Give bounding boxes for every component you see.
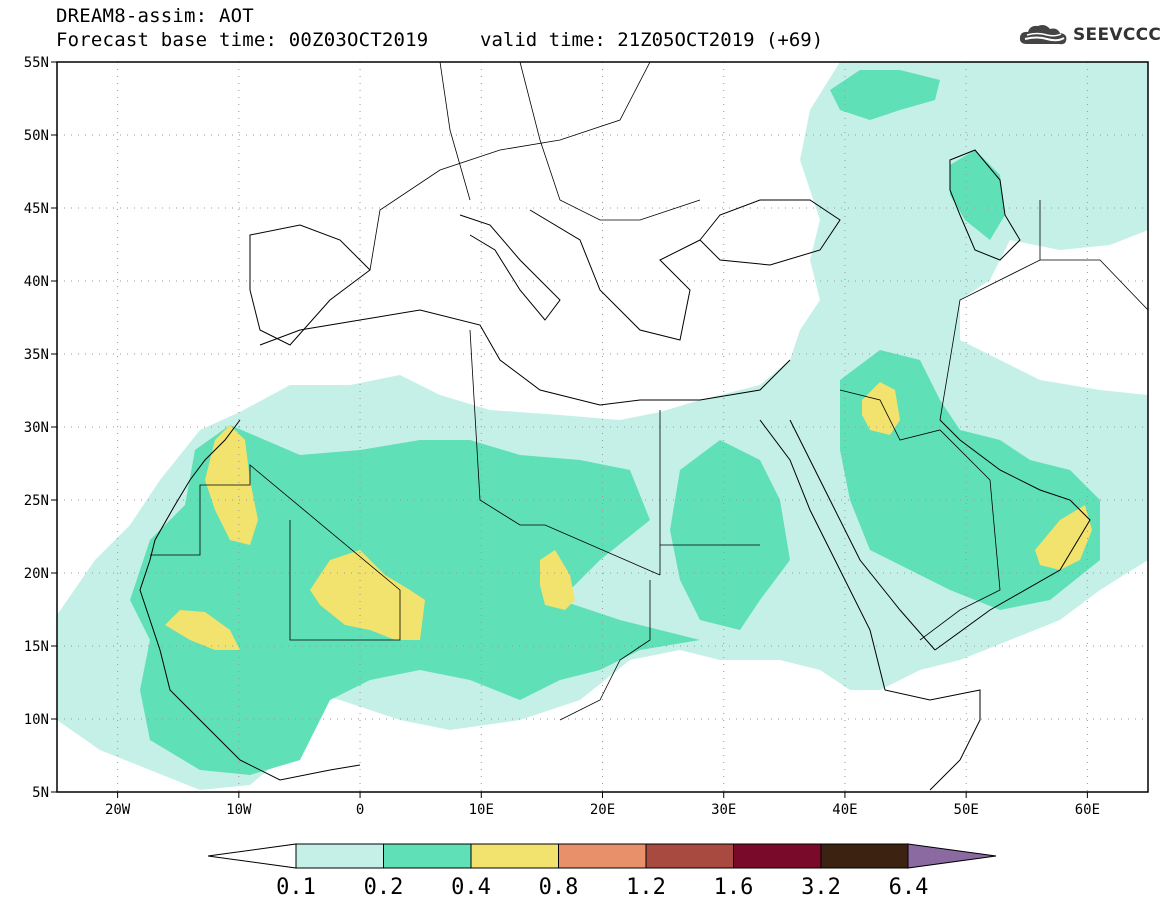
colorbar-label: 1.6 [714,875,754,900]
lat-tick-label: 45N [24,201,49,217]
colorbar-labels: 0.1 0.2 0.4 0.8 1.2 1.6 3.2 6.4 [276,875,928,900]
colorbar: 0.1 0.2 0.4 0.8 1.2 1.6 3.2 6.4 [207,843,997,900]
cloud-icon [1019,25,1067,45]
lat-tick-label: 25N [24,493,49,509]
colorbar-label: 3.2 [801,875,841,900]
aot-contour-0.4-chad [540,550,575,610]
lon-tick-label: 10W [226,802,252,818]
lon-tick-label: 30E [711,802,736,818]
lat-tick-label: 30N [24,420,49,436]
colorbar-box [645,843,734,869]
aot-contour-0.4-mali [310,550,425,640]
lon-tick-label: 0 [356,802,364,818]
colorbar-box [470,843,559,869]
coast-iberia [249,224,371,346]
colorbar-low-arrow [207,843,297,869]
colorbar-box [733,843,822,869]
seevccc-logo: SEEVCCC [1017,22,1161,48]
colorbar-box [295,843,384,869]
base-time-label: Forecast base time: 00Z03OCT2019 [56,29,429,51]
lat-tick-label: 35N [24,347,49,363]
colorbar-boxes [295,843,909,869]
lat-tick-label: 50N [24,128,49,144]
coast-balkans-greece [529,209,701,341]
lat-tick-label: 15N [24,639,49,655]
coast-west-africa [139,419,361,781]
aot-contour-0.2-caspian [950,150,1005,240]
border-mauritania-mali [150,464,401,641]
coastlines [139,149,1091,791]
coast-caspian [949,149,1021,261]
country-borders [150,62,1148,721]
lon-tick-label: 40E [832,802,857,818]
coast-arabia [934,419,1091,651]
coast-north-africa [259,309,791,406]
lat-axis-labels: 55N 50N 45N 40N 35N 30N 25N 20N 15N 10N 5N [24,55,49,801]
border-sudan-chad [559,580,651,721]
coast-red-sea [759,419,936,691]
border-egypt [659,410,760,575]
colorbar-box [820,843,909,869]
coast-black-sea [699,199,841,266]
aot-contour-0.2-north [830,70,940,120]
colorbar-label: 0.2 [364,875,404,900]
aot-contour-0.2-east [840,350,1100,610]
lon-tick-label: 20E [590,802,615,818]
colorbar-label: 0.4 [451,875,491,900]
lat-tick-label: 20N [24,566,49,582]
lat-tick-label: 55N [24,55,49,71]
lat-tick-label: 40N [24,274,49,290]
coast-horn-africa [884,689,981,791]
colorbar-label: 0.1 [276,875,316,900]
lon-tick-label: 50E [954,802,979,818]
colorbar-label: 6.4 [889,875,929,900]
coast-italy [459,214,561,321]
valid-time-label: valid time: 21Z05OCT2019 (+69) [480,29,824,51]
border-saudi [839,389,1001,641]
border-iran [939,200,1148,421]
lat-tick-label: 10N [24,712,49,728]
lon-axis-labels: 20W 10W 0 10E 20E 30E 40E 50E 60E [105,802,1100,818]
gridlines [57,62,1148,792]
logo-text: SEEVCCC [1073,25,1162,45]
border-europe [369,62,701,271]
plot-area [51,61,1149,798]
lat-tick-label: 5N [32,785,49,801]
aot-contour-0.4-oman [1035,505,1092,570]
map-title: DREAM8-assim: AOT [56,5,254,27]
border-algeria-libya [469,329,661,576]
colorbar-label: 1.2 [626,875,666,900]
colorbar-box [383,843,472,869]
colorbar-high-arrow [907,843,997,869]
colorbar-box [558,843,647,869]
lon-tick-label: 20W [105,802,131,818]
axis-ticks [51,61,1088,798]
colorbar-label: 0.8 [539,875,579,900]
aot-contour-0.4-senegal [165,610,240,650]
lon-tick-label: 60E [1075,802,1100,818]
lon-tick-label: 10E [469,802,494,818]
aot-contour-0.2-sudan [670,440,790,630]
